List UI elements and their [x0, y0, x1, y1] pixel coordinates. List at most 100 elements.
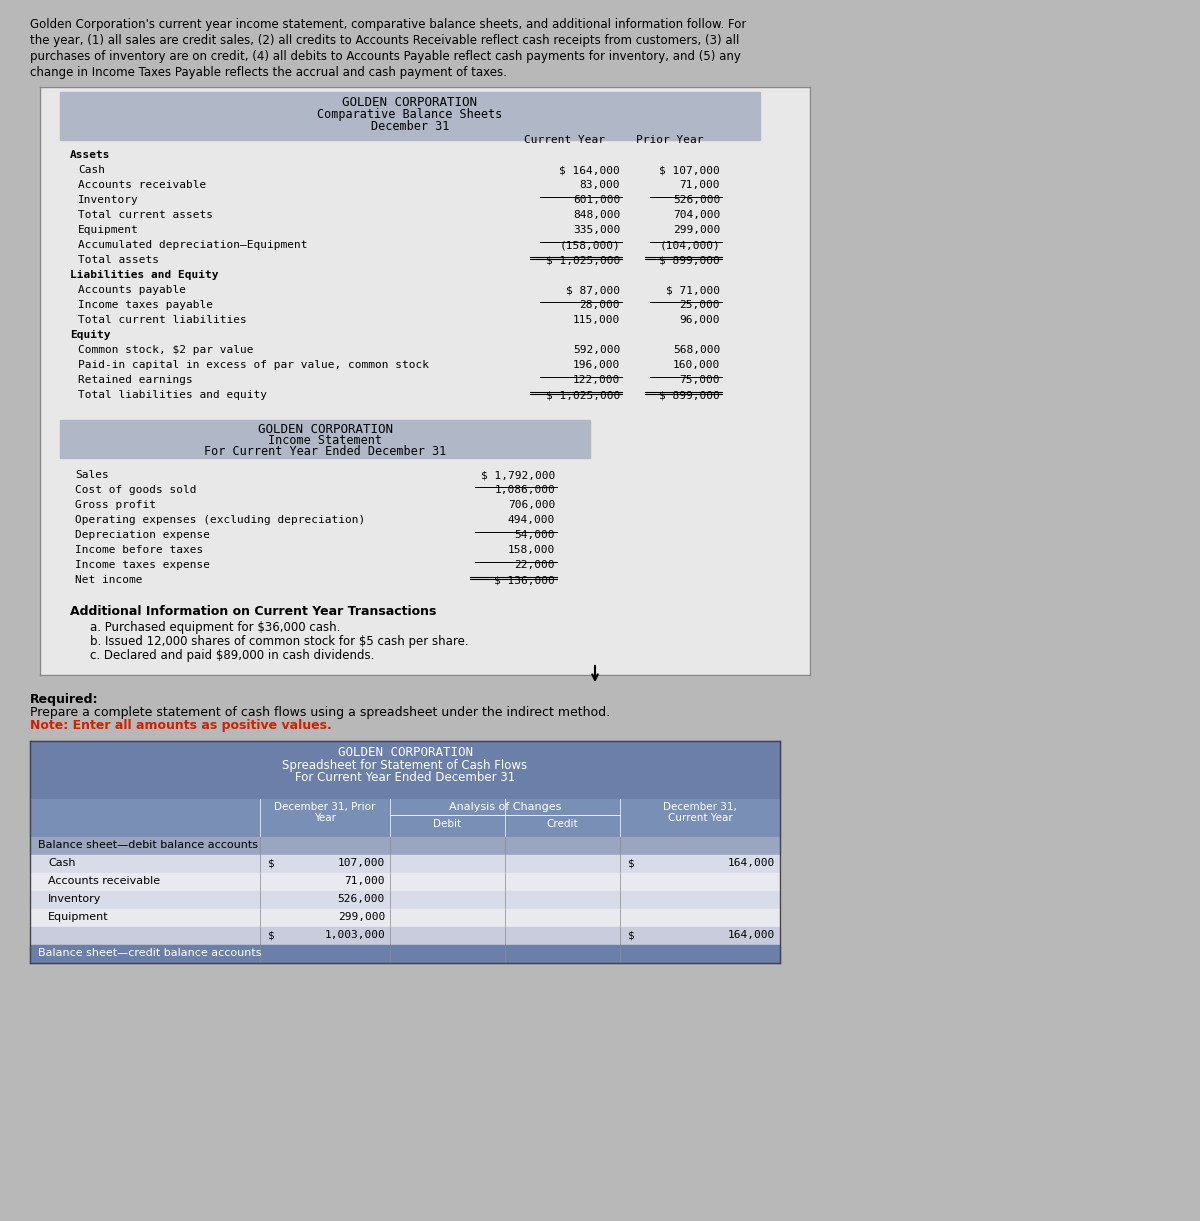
Text: 196,000: 196,000	[572, 360, 620, 370]
Text: Paid-in capital in excess of par value, common stock: Paid-in capital in excess of par value, …	[78, 360, 430, 370]
Bar	[30, 855, 780, 873]
Text: b. Issued 12,000 shares of common stock for $5 cash per share.: b. Issued 12,000 shares of common stock …	[90, 635, 469, 648]
Text: 22,000: 22,000	[515, 560, 554, 570]
Text: December 31,: December 31,	[664, 802, 737, 812]
Text: 592,000: 592,000	[572, 346, 620, 355]
Text: Current Year: Current Year	[667, 813, 732, 823]
Text: Accumulated depreciation–Equipment: Accumulated depreciation–Equipment	[78, 241, 307, 250]
Bar	[60, 420, 590, 458]
Text: Inventory: Inventory	[78, 195, 139, 205]
Text: Spreadsheet for Statement of Cash Flows: Spreadsheet for Statement of Cash Flows	[282, 759, 528, 772]
Text: 335,000: 335,000	[572, 225, 620, 234]
Text: Accounts receivable: Accounts receivable	[48, 875, 160, 886]
Text: 299,000: 299,000	[673, 225, 720, 234]
Bar	[30, 908, 780, 927]
Text: GOLDEN CORPORATION: GOLDEN CORPORATION	[337, 746, 473, 759]
Text: change in Income Taxes Payable reflects the accrual and cash payment of taxes.: change in Income Taxes Payable reflects …	[30, 66, 506, 79]
Text: 83,000: 83,000	[580, 179, 620, 190]
Text: $: $	[628, 858, 635, 868]
Text: 299,000: 299,000	[337, 912, 385, 922]
Text: Total assets: Total assets	[78, 255, 158, 265]
Text: Current Year: Current Year	[524, 136, 606, 145]
Text: purchases of inventory are on credit, (4) all debits to Accounts Payable reflect: purchases of inventory are on credit, (4…	[30, 50, 740, 63]
Text: Prepare a complete statement of cash flows using a spreadsheet under the indirec: Prepare a complete statement of cash flo…	[30, 706, 610, 719]
Text: (104,000): (104,000)	[659, 241, 720, 250]
Text: 601,000: 601,000	[572, 195, 620, 205]
Text: 160,000: 160,000	[673, 360, 720, 370]
Text: (158,000): (158,000)	[559, 241, 620, 250]
Text: GOLDEN CORPORATION: GOLDEN CORPORATION	[342, 96, 478, 109]
Text: $: $	[268, 930, 275, 940]
Text: 1,086,000: 1,086,000	[494, 485, 554, 495]
Text: $ 1,025,000: $ 1,025,000	[546, 389, 620, 400]
Text: the year, (1) all sales are credit sales, (2) all credits to Accounts Receivable: the year, (1) all sales are credit sales…	[30, 34, 739, 46]
Text: Note: Enter all amounts as positive values.: Note: Enter all amounts as positive valu…	[30, 719, 331, 733]
Text: December 31, Prior: December 31, Prior	[275, 802, 376, 812]
Text: Additional Information on Current Year Transactions: Additional Information on Current Year T…	[70, 604, 437, 618]
Text: c. Declared and paid $89,000 in cash dividends.: c. Declared and paid $89,000 in cash div…	[90, 650, 374, 662]
Text: Total liabilities and equity: Total liabilities and equity	[78, 389, 266, 400]
Bar	[30, 891, 780, 908]
Text: 494,000: 494,000	[508, 515, 554, 525]
Bar	[30, 838, 780, 855]
Text: 704,000: 704,000	[673, 210, 720, 220]
Text: Required:: Required:	[30, 694, 98, 706]
Text: $ 87,000: $ 87,000	[566, 284, 620, 295]
Text: $ 1,792,000: $ 1,792,000	[481, 470, 554, 480]
Text: Accounts payable: Accounts payable	[78, 284, 186, 295]
Text: 568,000: 568,000	[673, 346, 720, 355]
Text: 96,000: 96,000	[679, 315, 720, 325]
Text: Operating expenses (excluding depreciation): Operating expenses (excluding depreciati…	[74, 515, 365, 525]
Bar	[30, 873, 780, 891]
Text: Income before taxes: Income before taxes	[74, 545, 203, 556]
Text: 848,000: 848,000	[572, 210, 620, 220]
Text: Prior Year: Prior Year	[636, 136, 703, 145]
Text: Equipment: Equipment	[78, 225, 139, 234]
Text: Total current liabilities: Total current liabilities	[78, 315, 247, 325]
Bar	[40, 87, 810, 675]
Text: Gross profit: Gross profit	[74, 501, 156, 510]
Text: 1,003,000: 1,003,000	[324, 930, 385, 940]
Text: Comparative Balance Sheets: Comparative Balance Sheets	[317, 107, 503, 121]
Text: a. Purchased equipment for $36,000 cash.: a. Purchased equipment for $36,000 cash.	[90, 621, 341, 634]
Text: Income taxes payable: Income taxes payable	[78, 300, 214, 310]
Text: 122,000: 122,000	[572, 375, 620, 385]
Text: $ 899,000: $ 899,000	[659, 255, 720, 265]
Text: 115,000: 115,000	[572, 315, 620, 325]
Text: Total current assets: Total current assets	[78, 210, 214, 220]
Text: Inventory: Inventory	[48, 894, 101, 904]
Bar	[60, 140, 760, 430]
Text: 164,000: 164,000	[727, 930, 775, 940]
Text: Credit: Credit	[546, 819, 578, 829]
Bar	[60, 92, 760, 140]
Text: 706,000: 706,000	[508, 501, 554, 510]
Text: 107,000: 107,000	[337, 858, 385, 868]
Text: December 31: December 31	[371, 120, 449, 133]
Text: Cash: Cash	[78, 165, 106, 175]
Text: Balance sheet—debit balance accounts: Balance sheet—debit balance accounts	[38, 840, 258, 850]
Text: $ 164,000: $ 164,000	[559, 165, 620, 175]
Text: Depreciation expense: Depreciation expense	[74, 530, 210, 540]
Text: Golden Corporation's current year income statement, comparative balance sheets, : Golden Corporation's current year income…	[30, 18, 746, 31]
Bar	[30, 741, 780, 799]
Text: Income taxes expense: Income taxes expense	[74, 560, 210, 570]
Text: For Current Year Ended December 31: For Current Year Ended December 31	[295, 770, 515, 784]
Text: 71,000: 71,000	[679, 179, 720, 190]
Text: Year: Year	[314, 813, 336, 823]
Bar	[60, 458, 590, 598]
Text: 526,000: 526,000	[337, 894, 385, 904]
Text: 54,000: 54,000	[515, 530, 554, 540]
Text: 71,000: 71,000	[344, 875, 385, 886]
Text: Analysis of Changes: Analysis of Changes	[449, 802, 562, 812]
Text: Accounts receivable: Accounts receivable	[78, 179, 206, 190]
Text: Balance sheet—credit balance accounts: Balance sheet—credit balance accounts	[38, 947, 262, 958]
Bar	[30, 799, 780, 838]
Text: Equity: Equity	[70, 330, 110, 339]
Text: $ 1,025,000: $ 1,025,000	[546, 255, 620, 265]
Bar	[30, 927, 780, 945]
Text: $ 71,000: $ 71,000	[666, 284, 720, 295]
Text: Debit: Debit	[433, 819, 461, 829]
Text: Sales: Sales	[74, 470, 109, 480]
Text: Net income: Net income	[74, 575, 143, 585]
Text: Cost of goods sold: Cost of goods sold	[74, 485, 197, 495]
